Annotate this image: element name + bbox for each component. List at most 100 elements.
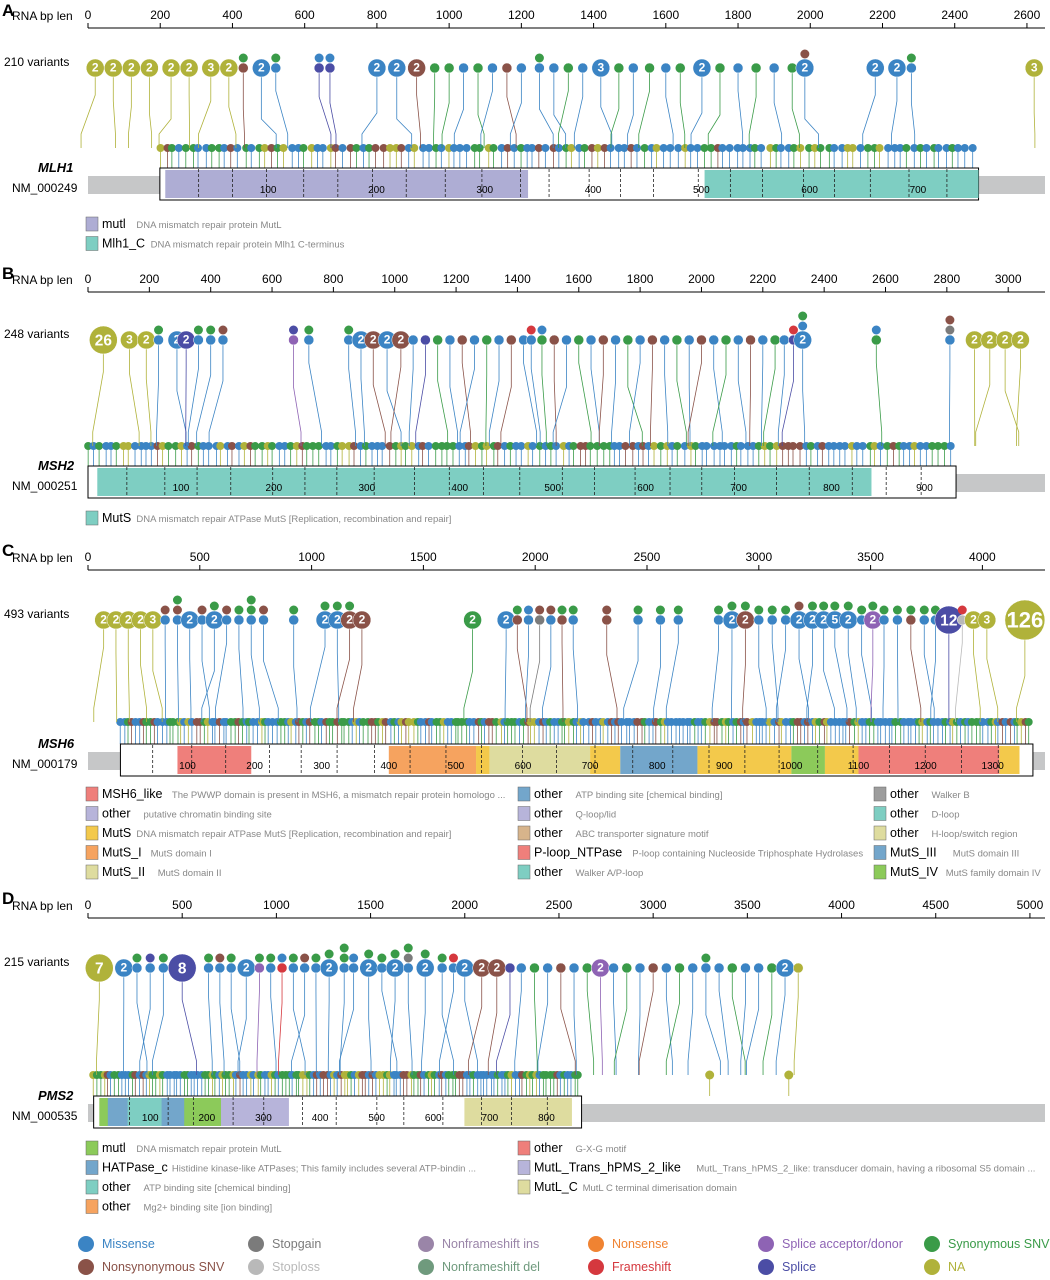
aa-tick-label: 700 [910,185,927,196]
lollipop-stem [201,625,210,722]
lollipop-count: 2 [243,960,250,974]
lollipop-head [661,962,672,974]
lollipop-extra-dot [633,605,643,615]
lollipop-head [523,614,534,626]
lollipop-head [536,334,548,346]
lollipop-stem [823,629,835,722]
lollipop-head [276,962,288,974]
lollipop-head [85,953,114,983]
aa-tick-label: 300 [255,1113,272,1124]
site-marker [700,144,709,152]
domain-legend-name: MutL_Trans_hPMS_2_like [534,1161,681,1175]
lollipop-stem [541,345,547,446]
site-marker [131,442,140,450]
lollipop-stem [664,345,669,446]
domain-legend-desc: ATP binding site [chemical binding] [576,790,723,801]
aa-tick-label: 600 [515,761,532,772]
site-marker [766,144,775,152]
site-marker [419,144,428,152]
lollipop-head [501,62,513,74]
lollipop-count: 2 [869,612,876,626]
site-marker [407,442,416,450]
lollipop-extra-dot [222,605,232,615]
lollipop-extra-dot [807,601,817,611]
protein-domain [999,746,1020,774]
lollipop-stem [1016,349,1021,446]
lollipop-head [687,962,698,974]
site-marker [816,144,825,152]
lollipop-head [1011,330,1030,350]
lollipop-stem [834,629,848,722]
aa-tick-label: 300 [358,483,375,494]
domain-legend-swatch [517,825,531,841]
lollipop-count: 2 [322,612,329,626]
lollipop-head [319,958,339,978]
lollipop-stem [930,625,936,722]
lollipop-head [601,614,612,626]
variant-legend-dot [418,1236,434,1252]
lollipop-extra-dot [655,605,665,615]
aa-tick-label: 500 [448,761,465,772]
domain-legend-swatch [873,806,887,821]
domain-legend-swatch [85,1160,99,1175]
site-marker [226,144,235,152]
site-marker [220,144,229,152]
lollipop-count: 2 [374,60,381,74]
aa-tick-label: 500 [368,1113,385,1124]
lollipop-head [214,962,226,974]
aa-tick-label: 700 [482,1113,499,1124]
lollipop-stem [606,625,618,722]
lollipop-extra-dot [830,601,840,611]
site-marker [848,144,857,152]
site-marker [940,442,949,450]
site-marker [659,144,668,152]
aa-tick-label: 400 [585,185,602,196]
site-marker [896,144,905,152]
protein-domain [464,1098,572,1126]
lollipop-stem [156,345,159,446]
variant-legend-dot [248,1236,264,1252]
lollipop-extra-dot [512,605,522,615]
domain-legend-swatch [517,786,531,802]
site-marker [718,144,727,152]
domain-legend-name: other [890,807,919,821]
lollipop-stem [389,977,396,1075]
lollipop-stem [742,629,746,722]
lollipop-head [621,962,633,974]
lollipop-stem [467,977,483,1075]
site-marker [361,442,370,450]
lollipop-stem [270,973,277,1075]
axis-tick-label: 1500 [357,898,384,912]
site-marker [418,442,427,450]
lollipop-stem [201,629,215,722]
variant-legend-label: Missense [102,1237,155,1251]
site-marker [789,144,798,152]
lollipop-count: 2 [113,612,120,626]
lollipop-head [548,334,560,346]
protein-domain [127,1098,162,1126]
lollipop-extra-dot [714,605,724,615]
lollipop-head [795,58,815,78]
axis-label: RNA bp len [12,899,73,913]
lollipop-stem [923,625,935,722]
axis-label: RNA bp len [12,273,73,287]
site-marker [431,442,440,450]
site-marker [656,442,665,450]
lollipop-head [288,334,299,346]
lollipop-extra-dot [403,953,413,963]
site-marker [614,144,623,152]
lollipop-stem [713,345,723,446]
lollipop-head [683,334,695,346]
axis-tick-label: 4000 [828,898,855,912]
variant-legend-label: Nonframeshift del [442,1260,540,1274]
site-marker [517,144,526,152]
site-marker [953,144,962,152]
lollipop-head [221,614,232,626]
domain-legend-name: HATPase_c [102,1161,168,1175]
axis-tick-label: 2400 [941,8,968,22]
lollipop-stem [187,345,199,446]
variants-count: 210 variants [4,55,69,69]
lollipop-stem [775,625,787,722]
lollipop-stem [629,345,641,446]
site-marker [681,144,690,152]
